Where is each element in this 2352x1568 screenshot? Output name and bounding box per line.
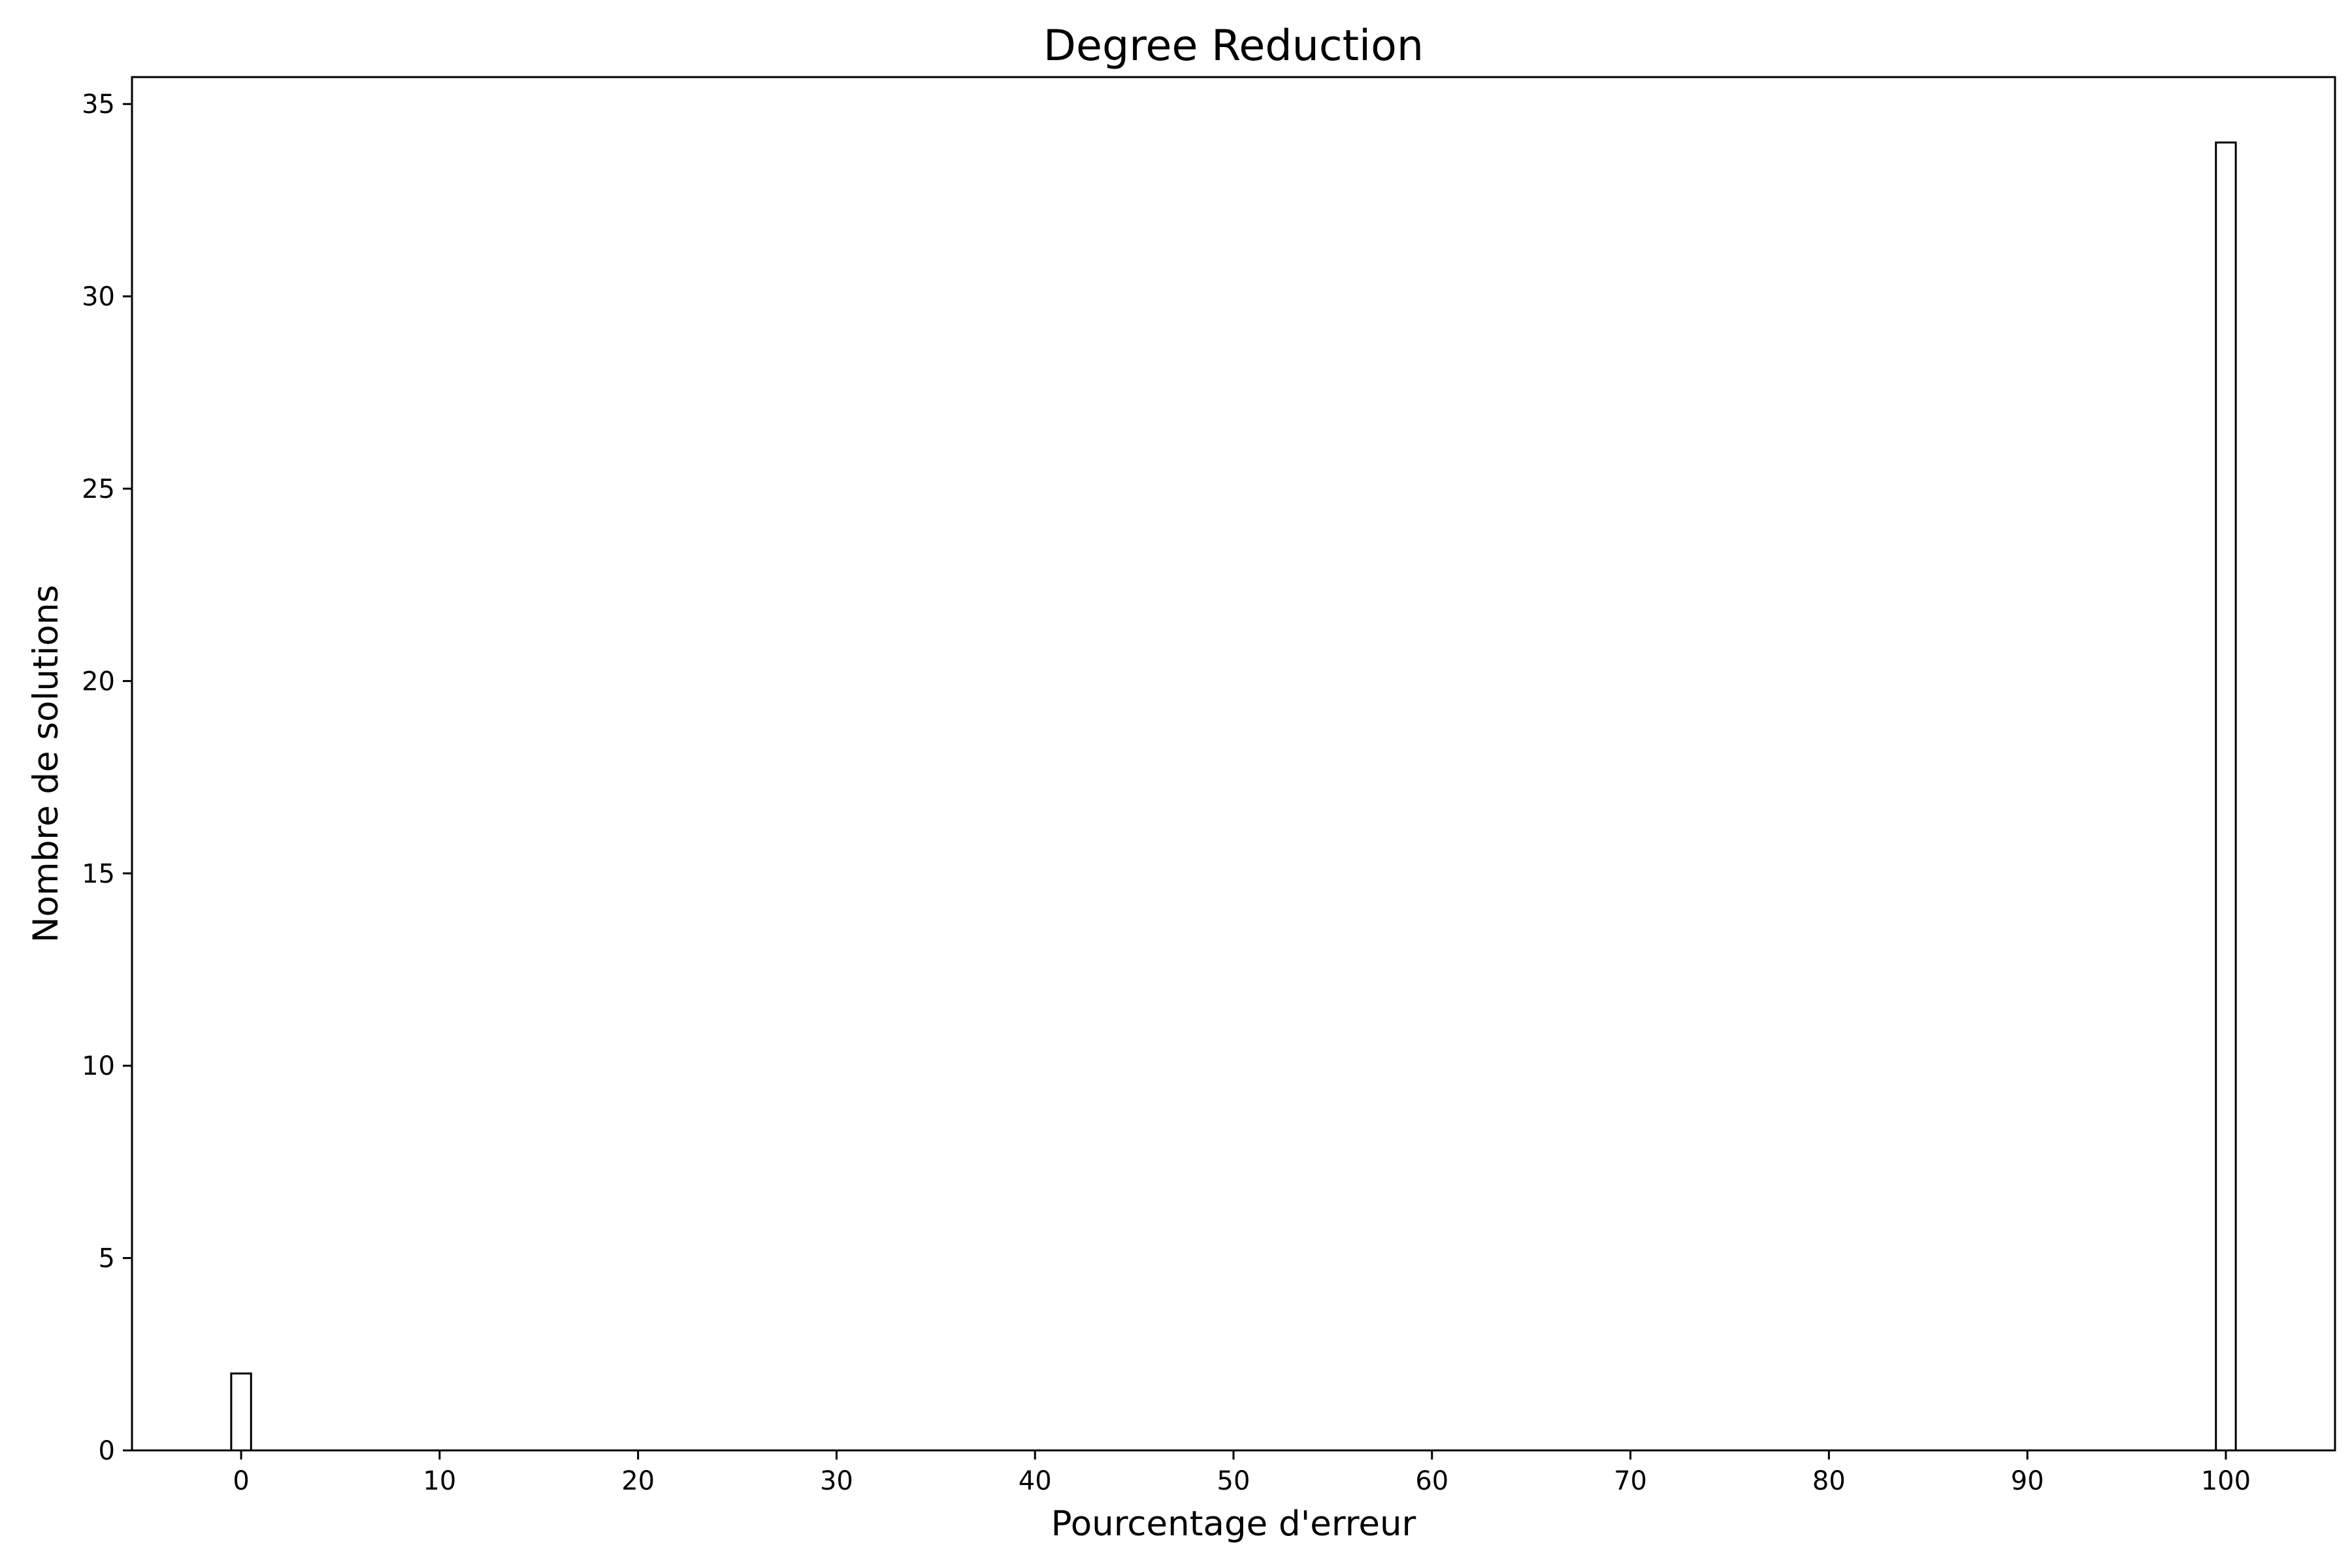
x-axis-label: Pourcentage d'erreur bbox=[1051, 1504, 1416, 1544]
y-axis-label: Nombre de solutions bbox=[26, 585, 66, 943]
x-tick-label-100: 100 bbox=[2201, 1466, 2251, 1496]
x-tick-label-30: 30 bbox=[820, 1466, 853, 1496]
y-tick-label-20: 20 bbox=[82, 666, 115, 696]
y-tick-label-35: 35 bbox=[82, 90, 115, 120]
x-tick-label-40: 40 bbox=[1019, 1466, 1052, 1496]
plot-frame bbox=[131, 76, 2336, 1452]
chart-title: Degree Reduction bbox=[1043, 22, 1424, 71]
x-axis-ticks: 0 10 20 30 40 50 60 70 80 90 100 bbox=[233, 1450, 2251, 1496]
x-tick-label-10: 10 bbox=[423, 1466, 456, 1496]
y-axis-ticks: 0 5 10 15 20 25 30 35 bbox=[82, 90, 132, 1466]
x-tick-label-50: 50 bbox=[1217, 1466, 1250, 1496]
y-tick-label-5: 5 bbox=[99, 1244, 115, 1274]
y-tick-label-0: 0 bbox=[99, 1436, 115, 1466]
x-tick-label-70: 70 bbox=[1614, 1466, 1647, 1496]
x-tick-label-80: 80 bbox=[1812, 1466, 1846, 1496]
y-tick-label-30: 30 bbox=[82, 282, 115, 312]
x-tick-label-90: 90 bbox=[2011, 1466, 2044, 1496]
bar-0 bbox=[230, 1372, 252, 1452]
x-tick-label-0: 0 bbox=[233, 1466, 249, 1496]
y-tick-label-15: 15 bbox=[82, 859, 115, 889]
x-tick-label-20: 20 bbox=[621, 1466, 655, 1496]
x-tick-label-60: 60 bbox=[1415, 1466, 1448, 1496]
y-tick-label-25: 25 bbox=[82, 474, 115, 504]
bar-100 bbox=[2215, 141, 2237, 1452]
bars-group bbox=[230, 141, 2237, 1452]
y-tick-label-10: 10 bbox=[82, 1051, 115, 1081]
